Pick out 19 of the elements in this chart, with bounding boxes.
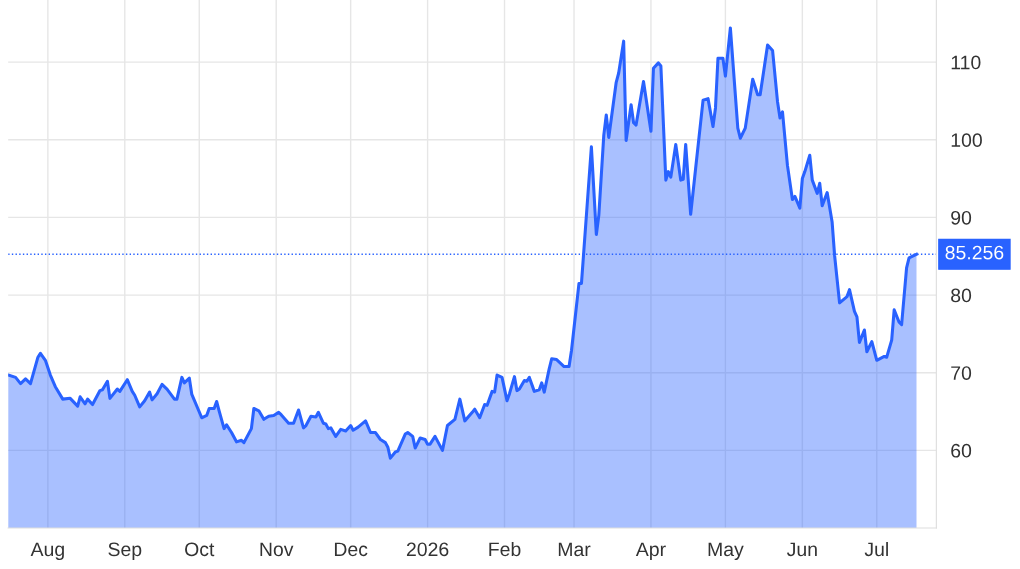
x-tick-label: May (708, 542, 744, 561)
x-tick-label: Jul (864, 541, 888, 557)
y-tick-label: 70 (951, 366, 972, 380)
x-tick-label: Feb (489, 541, 521, 557)
x-tick-label: 2026 (406, 542, 449, 557)
x-tick-label: Jun (786, 542, 817, 557)
x-tick-label: Aug (30, 542, 64, 561)
x-tick-label: Sep (108, 542, 142, 561)
x-tick-label: Dec (334, 542, 368, 557)
ref-line-label: 85.256 (945, 245, 1004, 260)
x-tick-label: Mar (558, 542, 591, 557)
y-tick-label: 110 (951, 55, 981, 70)
y-tick-label: 100 (951, 133, 982, 148)
x-tick-label: Oct (185, 542, 215, 557)
y-tick-label: 90 (951, 210, 972, 225)
x-tick-label: Apr (635, 542, 666, 561)
x-tick-label: Nov (260, 542, 294, 557)
y-tick-label: 60 (951, 443, 972, 458)
y-tick-label: 80 (951, 288, 972, 303)
